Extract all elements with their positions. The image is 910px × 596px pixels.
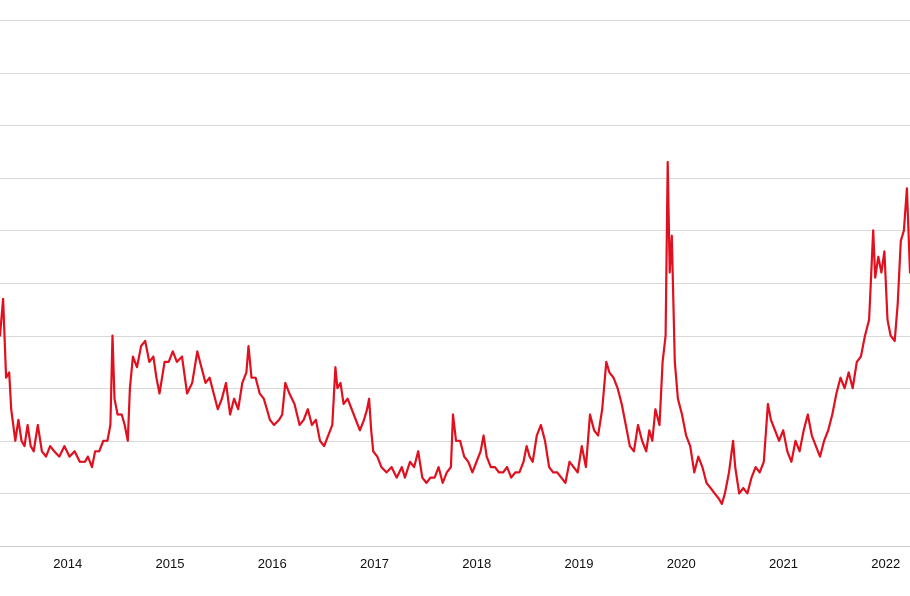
x-tick-label-2021: 2021 [769,556,798,571]
x-tick-label-2019: 2019 [565,556,594,571]
x-tick-label-2014: 2014 [53,556,82,571]
x-tick-label-2017: 2017 [360,556,389,571]
x-axis-tick-labels: 2014 2015 2016 2017 2018 2019 2020 2021 2022 [53,556,900,571]
series-line-0 [0,160,910,505]
x-tick-label-2015: 2015 [156,556,185,571]
y-gridlines [0,20,910,494]
x-tick-label-2022: 2022 [871,556,900,571]
series-group [0,160,910,505]
x-tick-label-2020: 2020 [667,556,696,571]
x-tick-label-2018: 2018 [462,556,491,571]
x-tick-label-2016: 2016 [258,556,287,571]
